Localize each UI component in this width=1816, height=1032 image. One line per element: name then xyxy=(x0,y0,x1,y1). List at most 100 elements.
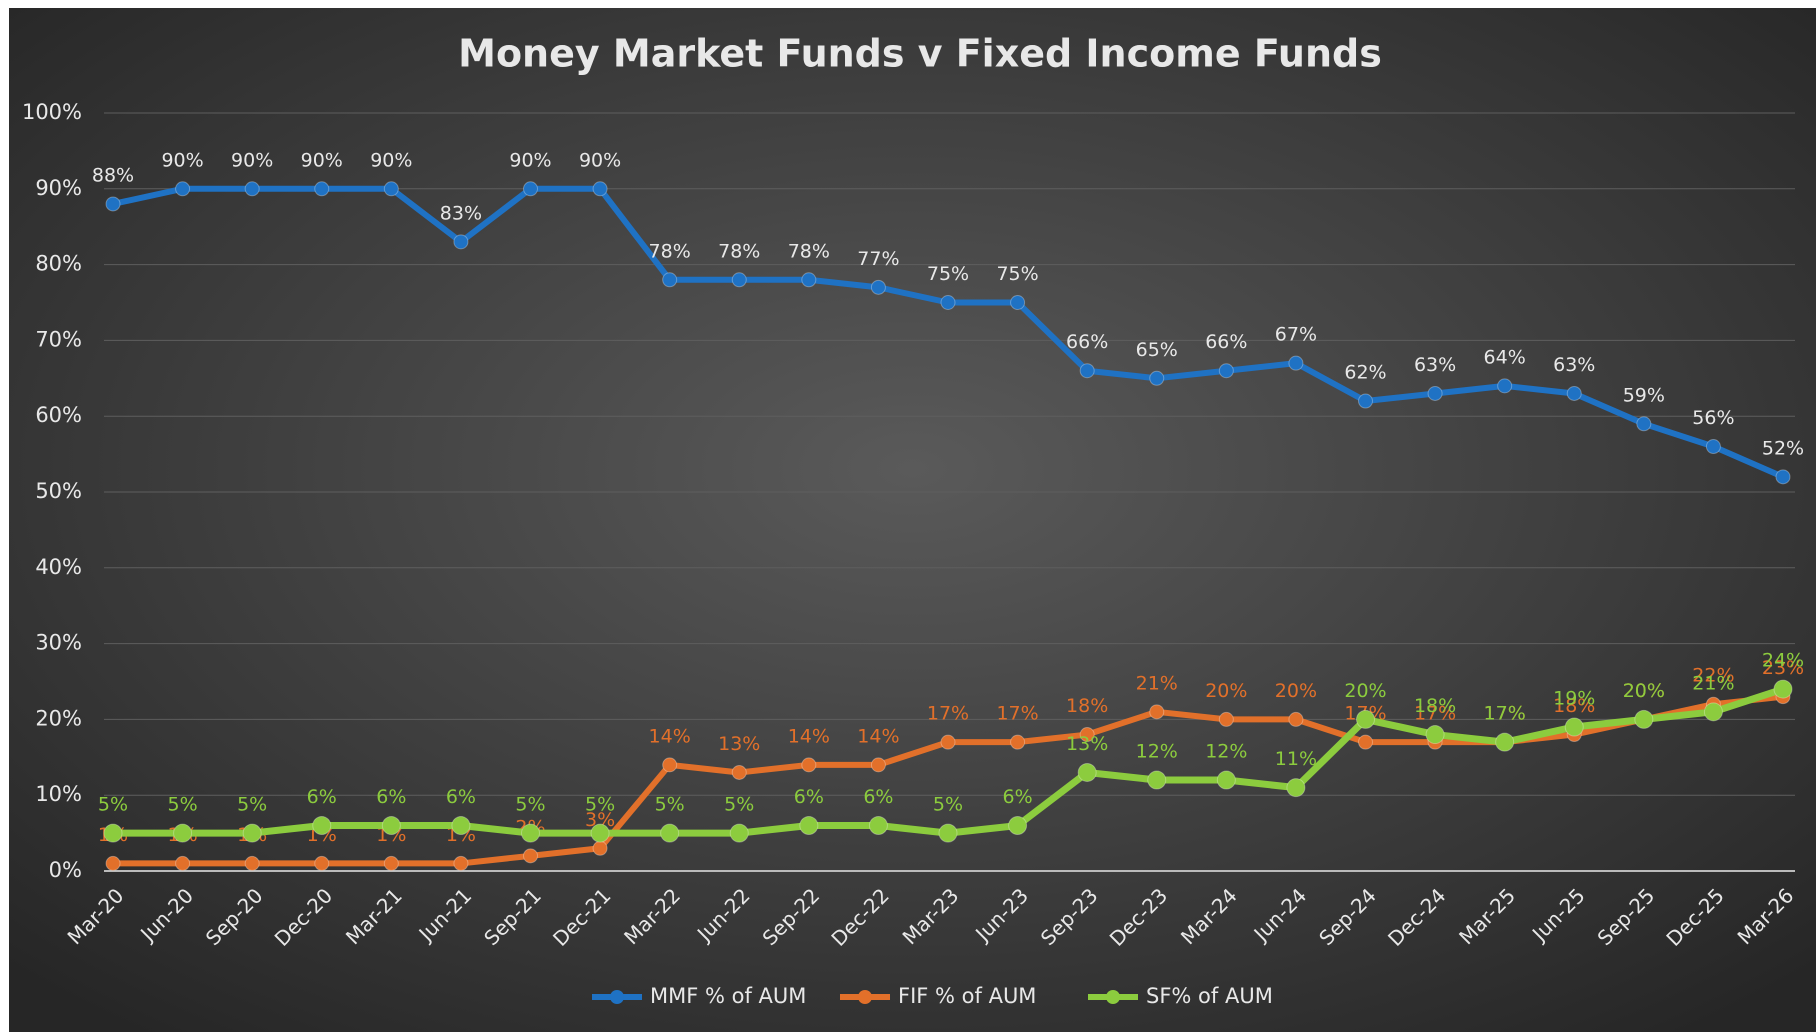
data-label: 66% xyxy=(1066,331,1108,353)
data-point xyxy=(383,855,399,871)
data-point xyxy=(1147,770,1167,790)
data-label: 90% xyxy=(509,149,551,171)
data-point xyxy=(1149,704,1165,720)
data-point xyxy=(1288,711,1304,727)
data-point xyxy=(660,823,680,843)
data-point xyxy=(1427,385,1443,401)
y-tick-label: 80% xyxy=(35,252,82,276)
data-label: 75% xyxy=(927,263,969,285)
y-tick-label: 40% xyxy=(35,555,82,579)
data-point xyxy=(381,816,401,836)
data-point xyxy=(1079,363,1095,379)
data-point xyxy=(801,272,817,288)
data-label: 5% xyxy=(933,794,963,816)
data-point xyxy=(453,234,469,250)
data-point xyxy=(521,823,540,843)
data-label: 59% xyxy=(1623,384,1665,406)
legend-marker xyxy=(858,990,872,1004)
data-label: 20% xyxy=(1623,680,1665,702)
data-point xyxy=(592,181,608,197)
data-label: 19% xyxy=(1553,687,1595,709)
data-point xyxy=(242,823,262,843)
data-point xyxy=(1358,734,1373,750)
data-label: 20% xyxy=(1344,680,1386,702)
data-label: 17% xyxy=(1484,703,1526,725)
data-point xyxy=(1634,709,1654,729)
data-point xyxy=(1286,778,1306,798)
data-point xyxy=(453,855,469,871)
y-tick-label: 50% xyxy=(35,479,82,503)
y-tick-label: 10% xyxy=(35,782,82,806)
data-point xyxy=(244,855,260,871)
data-label: 22% xyxy=(1692,665,1734,687)
data-label: 21% xyxy=(1136,672,1178,694)
y-tick-label: 70% xyxy=(35,327,82,351)
data-label: 5% xyxy=(585,794,615,816)
data-label: 6% xyxy=(794,786,824,808)
data-label: 13% xyxy=(718,733,760,755)
data-point xyxy=(1216,770,1236,790)
data-label: 20% xyxy=(1205,680,1247,702)
data-label: 6% xyxy=(1003,786,1033,808)
data-label: 14% xyxy=(857,725,899,747)
data-point xyxy=(1010,734,1026,750)
data-point xyxy=(175,855,191,871)
data-label: 88% xyxy=(92,164,134,186)
legend-label: FIF % of AUM xyxy=(898,984,1036,1008)
data-label: 90% xyxy=(161,149,203,171)
data-point xyxy=(1079,727,1095,743)
data-label: 65% xyxy=(1136,339,1178,361)
data-label: 5% xyxy=(98,794,128,816)
data-label: 83% xyxy=(440,202,482,224)
data-point xyxy=(383,181,399,197)
data-point xyxy=(662,272,678,288)
data-point xyxy=(729,823,749,843)
legend-label: MMF % of AUM xyxy=(650,984,806,1008)
data-label: 6% xyxy=(376,786,406,808)
data-point xyxy=(870,757,886,773)
data-point xyxy=(1358,393,1373,409)
data-point xyxy=(1218,363,1234,379)
data-label: 18% xyxy=(1553,695,1595,717)
data-point xyxy=(175,181,191,197)
data-label: 78% xyxy=(788,240,830,262)
data-point xyxy=(1497,378,1513,394)
data-point xyxy=(523,848,538,864)
data-label: 3% xyxy=(585,809,615,831)
data-point xyxy=(105,855,121,871)
data-label: 5% xyxy=(237,794,267,816)
data-label: 20% xyxy=(1275,680,1317,702)
data-label: 18% xyxy=(1066,695,1108,717)
data-label: 17% xyxy=(996,703,1038,725)
data-label: 17% xyxy=(1484,703,1526,725)
data-point xyxy=(523,181,538,197)
data-label: 90% xyxy=(231,149,273,171)
data-label: 24% xyxy=(1762,650,1804,672)
y-tick-label: 100% xyxy=(22,100,82,124)
chart-title: Money Market Funds v Fixed Income Funds xyxy=(458,32,1382,76)
data-point xyxy=(105,196,121,212)
data-point xyxy=(592,840,608,856)
data-point xyxy=(801,757,817,773)
data-point xyxy=(731,764,747,780)
data-label: 21% xyxy=(1692,672,1734,694)
data-point xyxy=(1010,295,1026,310)
data-point xyxy=(1495,732,1515,752)
data-point xyxy=(312,816,332,836)
data-label: 6% xyxy=(446,786,476,808)
legend-marker xyxy=(1106,990,1120,1004)
data-point xyxy=(731,272,747,288)
data-point xyxy=(1218,711,1234,727)
data-point xyxy=(938,823,958,843)
data-label: 66% xyxy=(1205,331,1247,353)
data-point xyxy=(940,734,956,750)
data-point xyxy=(244,181,260,197)
y-tick-label: 0% xyxy=(49,858,82,882)
data-label: 5% xyxy=(168,794,198,816)
data-point xyxy=(1773,679,1793,699)
data-point xyxy=(662,757,678,773)
legend-label: SF% of AUM xyxy=(1146,984,1273,1008)
data-point xyxy=(314,181,330,197)
